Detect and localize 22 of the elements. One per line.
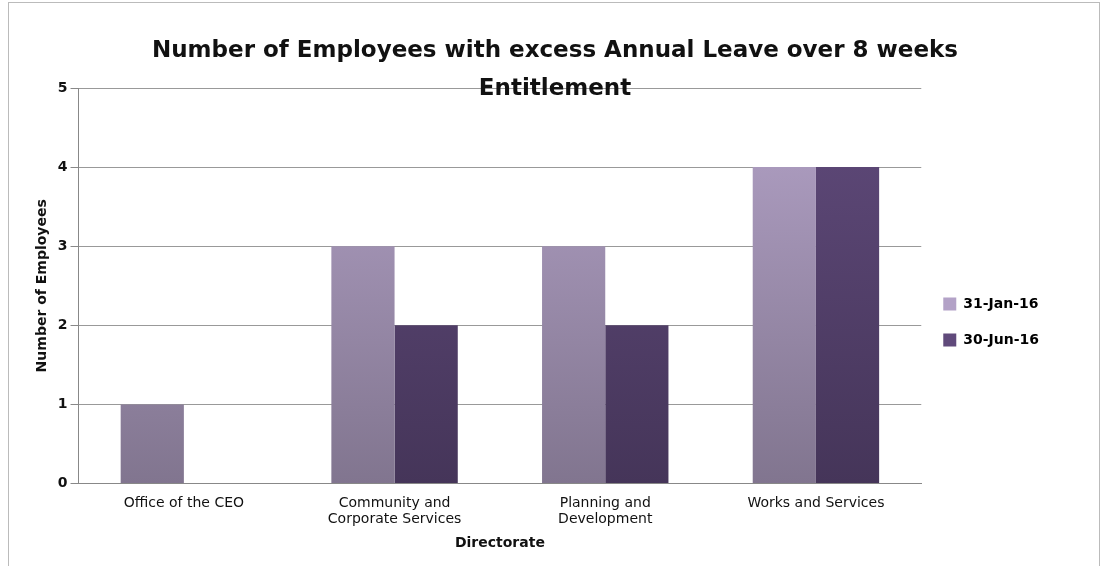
x-axis-title: Directorate [454, 534, 545, 551]
y-tick-label: 4 [57, 157, 68, 174]
legend-label: 31-Jan-16 [963, 294, 1039, 311]
x-tick-label: Works and Services [747, 493, 885, 510]
y-tick-label: 0 [57, 474, 68, 491]
bar [331, 246, 395, 484]
y-tick-label: 5 [57, 78, 68, 95]
x-tick-label: Office of the CEO [123, 493, 245, 510]
x-tick-label: Community and Corporate Services [327, 493, 462, 527]
bar [394, 325, 458, 484]
bar [120, 404, 184, 484]
y-axis-title: Number of Employees [33, 199, 50, 373]
y-tick-label: 1 [57, 395, 68, 412]
legend-label: 30-Jun-16 [963, 330, 1040, 347]
bar [605, 325, 669, 484]
y-tick-label: 2 [57, 316, 68, 332]
x-tick-label: Planning and Development [558, 493, 653, 527]
y-tick-label: 3 [57, 236, 68, 253]
bar [815, 167, 880, 484]
bar [542, 246, 606, 484]
chart-title: Number of Employees with excess Annual Leave over 8 weeks Entitlement [151, 35, 959, 102]
bar [752, 167, 816, 484]
